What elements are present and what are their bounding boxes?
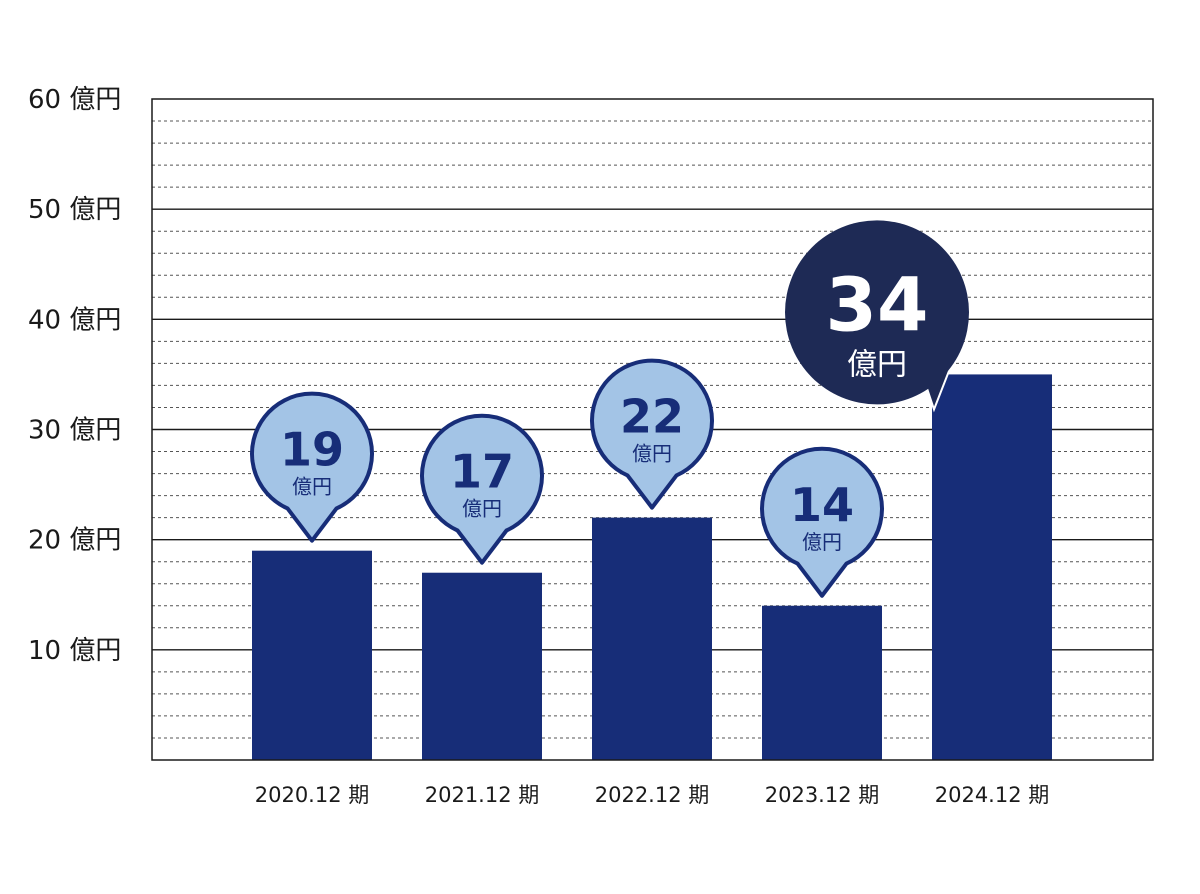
data-label-number: 19 (280, 423, 344, 477)
bars (252, 374, 1052, 760)
bubble-shape (250, 391, 374, 543)
x-tick-label: 2023.12 期 (765, 783, 880, 807)
bar (592, 517, 712, 760)
data-label-number: 34 (826, 262, 929, 348)
data-label-number: 14 (790, 478, 854, 532)
bubble-shape (760, 446, 884, 598)
bar (252, 550, 372, 760)
x-axis-ticks: 2020.12 期 2021.12 期 2022.12 期 2023.12 期 2024… (255, 783, 1050, 807)
y-tick-label: 60 億円 (28, 85, 121, 115)
y-tick-label: 50 億円 (28, 195, 121, 225)
x-tick-label: 2021.12 期 (425, 783, 540, 807)
plot-frame (151, 98, 1154, 761)
data-label-unit: 億円 (802, 530, 842, 554)
data-label-number: 22 (620, 390, 684, 444)
x-tick-label: 2024.12 期 (935, 783, 1050, 807)
bar (422, 572, 542, 760)
data-label-unit: 億円 (632, 442, 672, 466)
y-tick-label: 10 億円 (28, 636, 121, 666)
y-tick-label: 30 億円 (28, 416, 121, 446)
data-label-unit: 億円 (847, 347, 907, 382)
x-tick-label: 2020.12 期 (255, 783, 370, 807)
data-label-unit: 億円 (292, 475, 332, 499)
y-axis-ticks: 10 億円 20 億円 30 億円 40 億円 50 億円 60 億円 (28, 85, 121, 666)
bubble-circle (785, 220, 969, 405)
x-tick-label: 2022.12 期 (595, 783, 710, 807)
bar (932, 374, 1052, 760)
data-label-unit: 億円 (462, 497, 502, 521)
bubble-shape (420, 413, 544, 565)
y-tick-label: 20 億円 (28, 526, 121, 556)
data-label-number: 17 (450, 445, 514, 499)
y-tick-label: 40 億円 (28, 305, 121, 335)
bar (762, 605, 882, 760)
bubble-shape (590, 358, 714, 510)
